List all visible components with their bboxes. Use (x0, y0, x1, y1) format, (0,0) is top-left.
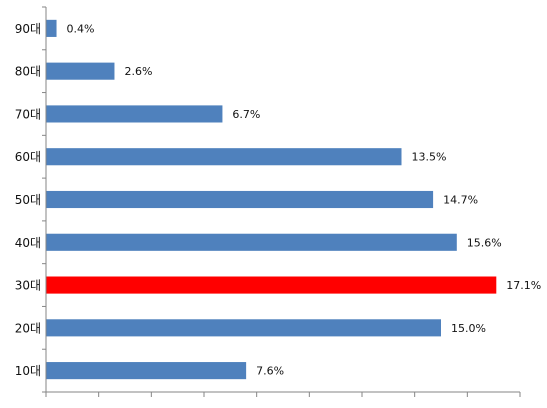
category-label: 90대 (15, 22, 41, 36)
bars-layer (46, 19, 497, 380)
bar-40대 (46, 233, 457, 251)
category-label: 70대 (15, 107, 41, 121)
category-label: 60대 (15, 150, 41, 164)
data-label: 15.0% (451, 322, 486, 335)
data-label: 17.1% (506, 279, 541, 292)
category-label: 40대 (15, 236, 41, 250)
data-label: 6.7% (232, 108, 260, 121)
bar-50대 (46, 190, 434, 209)
axis-layer (42, 6, 521, 397)
category-label: 80대 (15, 65, 41, 79)
bar-90대 (46, 19, 57, 37)
data-label: 13.5% (412, 151, 447, 164)
bar-70대 (46, 105, 223, 123)
data-label: 0.4% (67, 22, 95, 35)
data-label: 15.6% (467, 236, 502, 249)
bar-30대 (46, 276, 497, 294)
category-label: 20대 (15, 321, 41, 335)
bar-80대 (46, 62, 115, 80)
data-label: 2.6% (124, 65, 152, 78)
category-label: 10대 (15, 364, 41, 378)
bar-60대 (46, 148, 402, 166)
bar-10대 (46, 362, 247, 380)
data-label: 14.7% (443, 194, 478, 207)
bar-20대 (46, 319, 441, 337)
category-label: 50대 (15, 193, 41, 207)
labels-layer: 90대 0.4% 80대 2.6% 70대 6.7% 60대 13.5% 50대 14.7% 40대… (15, 22, 542, 378)
category-label: 30대 (15, 279, 41, 293)
data-label: 7.6% (256, 365, 284, 378)
